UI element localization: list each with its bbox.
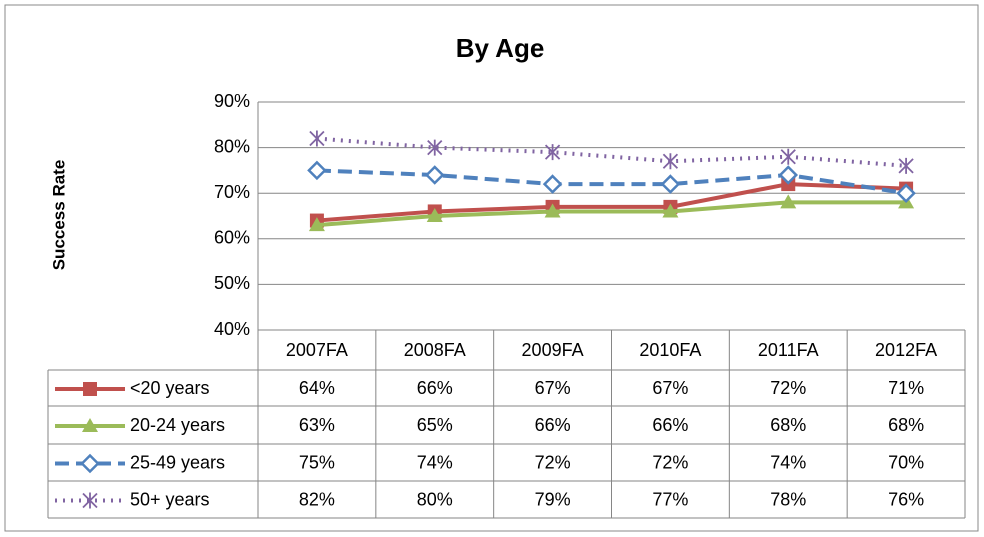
legend-marker (82, 418, 98, 432)
data-point (427, 139, 443, 156)
table-cell: 64% (299, 378, 335, 398)
table-cell: 66% (535, 415, 571, 435)
x-tick-label: 2012FA (875, 340, 937, 360)
y-axis-label: Success Rate (49, 160, 68, 271)
data-point (426, 208, 443, 222)
table-cell: 74% (770, 452, 806, 472)
table-cell: 71% (888, 378, 924, 398)
legend-label: 20-24 years (130, 415, 225, 435)
x-tick-label: 2008FA (404, 340, 466, 360)
table-cell: 79% (535, 489, 571, 509)
x-tick-label: 2009FA (522, 340, 584, 360)
series-line (316, 200, 907, 228)
table-cell: 67% (535, 378, 571, 398)
table-cell: 74% (417, 452, 453, 472)
table-cell: 70% (888, 452, 924, 472)
legend-marker (80, 453, 100, 474)
data-point (544, 203, 561, 218)
x-tick-label: 2007FA (286, 340, 348, 360)
data-point (896, 183, 916, 203)
table-cell: 72% (770, 378, 806, 398)
table-cell: 78% (770, 489, 806, 509)
data-point (898, 157, 914, 174)
table-cell: 76% (888, 489, 924, 509)
y-tick-label: 90% (214, 91, 250, 111)
table-cell: 66% (652, 415, 688, 435)
data-point (662, 153, 679, 170)
data-point (662, 203, 679, 218)
legend-label: 25-49 years (130, 452, 225, 472)
y-tick-label: 80% (214, 136, 250, 156)
legend-label: <20 years (130, 378, 210, 398)
y-tick-label: 70% (214, 182, 250, 202)
table-cell: 68% (770, 415, 806, 435)
legend-marker (83, 382, 97, 396)
table-cell: 72% (652, 452, 688, 472)
table-cell: 68% (888, 415, 924, 435)
chart-title: By Age (456, 33, 545, 63)
table-cell: 82% (299, 489, 335, 509)
data-point (778, 165, 799, 185)
x-tick-label: 2010FA (639, 340, 701, 360)
table-cell: 65% (417, 415, 453, 435)
data-point (307, 160, 327, 181)
data-point (309, 130, 325, 147)
table-cell: 66% (417, 378, 453, 398)
table-cell: 75% (299, 452, 335, 472)
data-point (308, 217, 325, 232)
series-line (316, 182, 907, 223)
series-line (316, 168, 907, 196)
data-point (660, 174, 681, 194)
data-point (780, 148, 796, 165)
table-cell: 80% (417, 489, 453, 509)
table-cell: 67% (652, 378, 688, 398)
y-tick-label: 60% (214, 228, 250, 248)
y-tick-label: 50% (214, 273, 250, 293)
chart-border (4, 4, 979, 532)
data-point (544, 144, 561, 161)
table-cell: 72% (535, 452, 571, 472)
data-point (780, 194, 797, 209)
legend-marker (82, 492, 98, 509)
legend-label: 50+ years (130, 489, 210, 509)
x-tick-label: 2011FA (758, 340, 819, 360)
table-cell: 77% (652, 489, 688, 509)
data-point (424, 165, 445, 185)
table-cell: 63% (299, 415, 335, 435)
y-tick-label: 40% (214, 319, 250, 339)
data-point (542, 174, 563, 194)
